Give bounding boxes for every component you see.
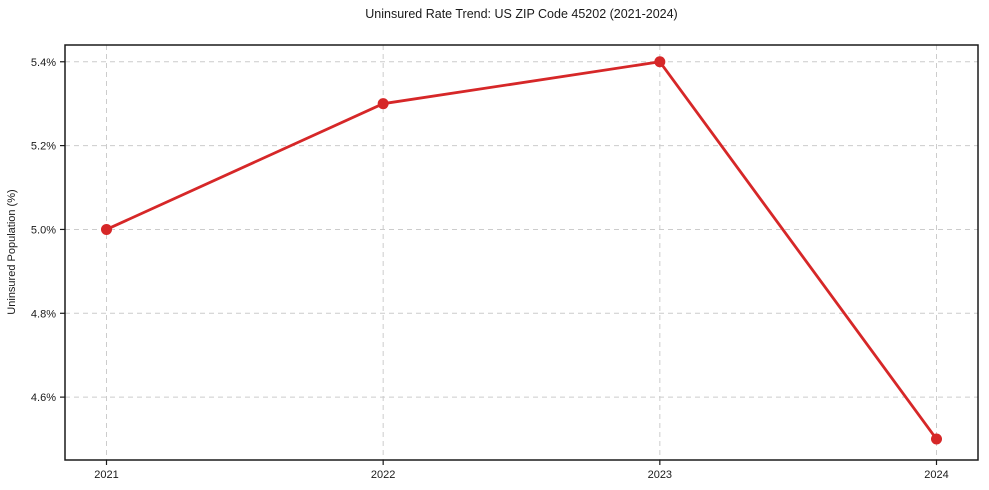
x-tick-label: 2022 <box>371 469 395 481</box>
chart-title: Uninsured Rate Trend: US ZIP Code 45202 … <box>365 7 678 21</box>
y-tick-label: 4.8% <box>31 308 56 320</box>
data-point <box>101 223 112 235</box>
y-tick-label: 4.6% <box>31 392 56 404</box>
x-tick-label: 2021 <box>94 469 118 481</box>
y-tick-label: 5.2% <box>31 141 56 153</box>
y-tick-label: 5.0% <box>31 224 56 236</box>
data-point <box>377 98 389 110</box>
y-tick-label: 5.4% <box>31 57 56 69</box>
data-point <box>931 433 942 445</box>
data-point <box>654 56 666 68</box>
plot-border <box>64 44 979 461</box>
x-tick-label: 2023 <box>648 469 672 481</box>
x-tick-label: 2024 <box>924 469 948 481</box>
trend-line <box>105 60 938 441</box>
